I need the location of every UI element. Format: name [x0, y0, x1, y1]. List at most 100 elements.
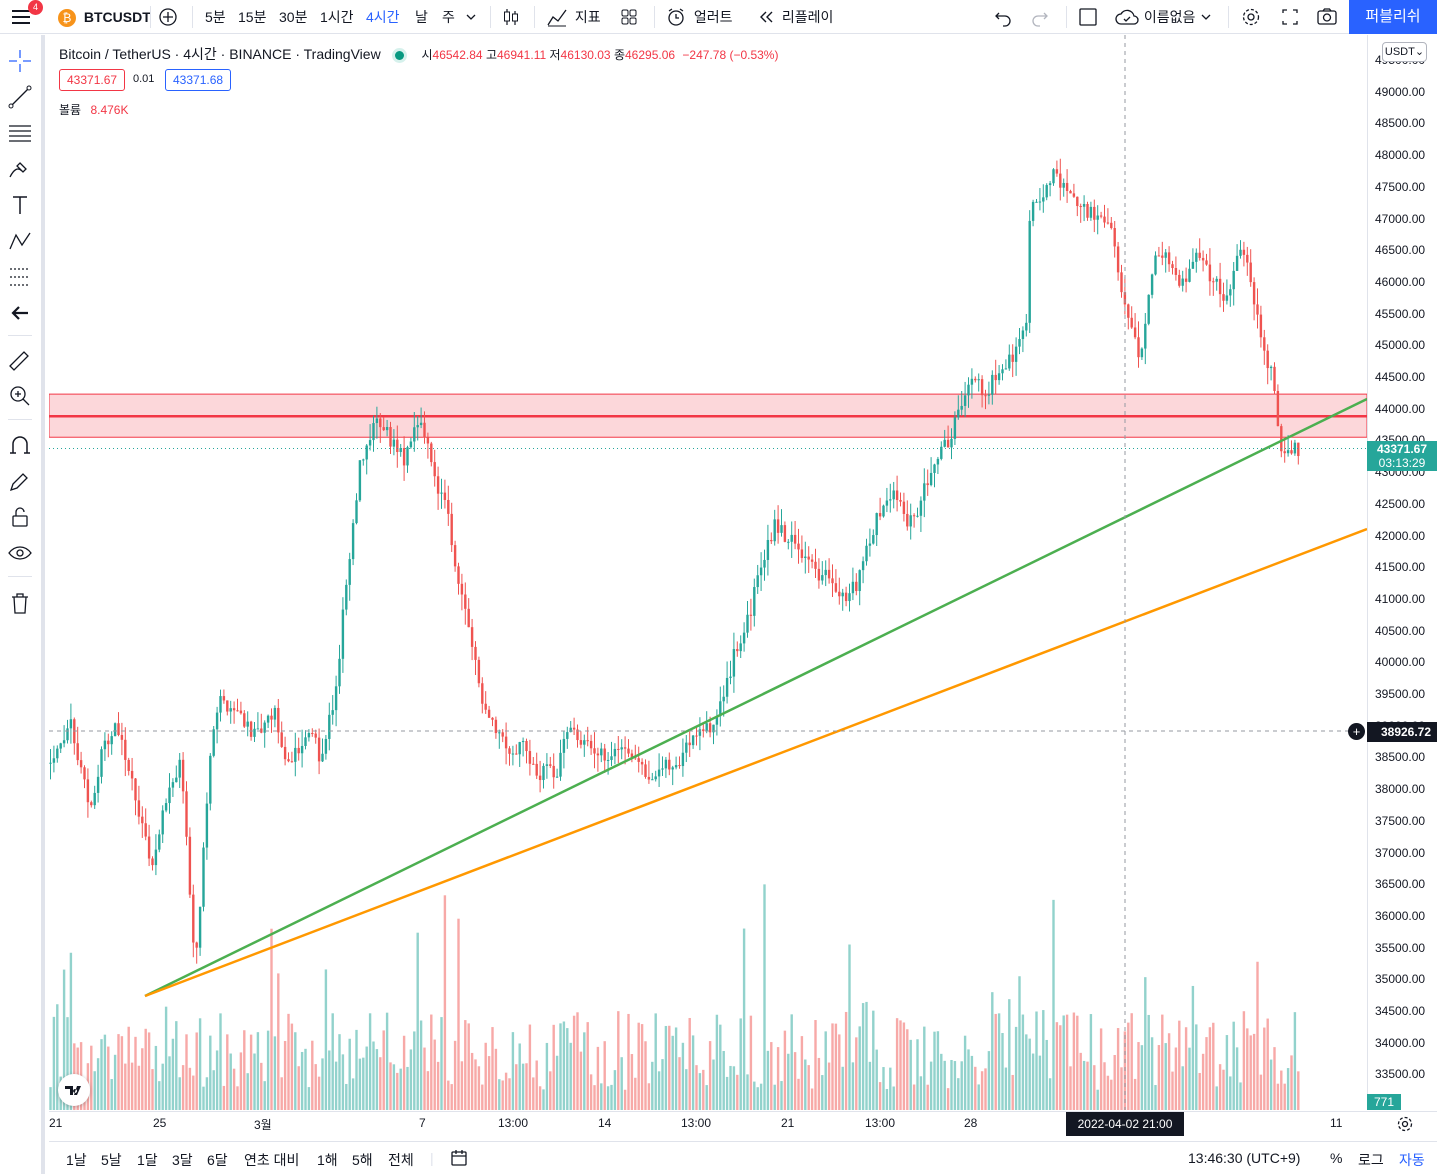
- snapshot-button[interactable]: [1316, 0, 1338, 34]
- interval-15m[interactable]: 15분: [238, 9, 267, 25]
- candle-body: [443, 492, 447, 500]
- settings-button[interactable]: [1240, 0, 1262, 34]
- range-5y[interactable]: 5해: [352, 1152, 373, 1168]
- back-tool[interactable]: [6, 299, 34, 327]
- volume-bar: [226, 1034, 229, 1110]
- price-tick: 47500.00: [1375, 179, 1426, 194]
- candle-body: [545, 764, 549, 766]
- fib-tool[interactable]: [6, 119, 34, 147]
- candle-body: [861, 561, 865, 571]
- candle-body: [776, 519, 780, 533]
- sell-button[interactable]: 43371.67: [59, 69, 126, 91]
- volume-bar: [1266, 1018, 1269, 1110]
- log-toggle[interactable]: 로그: [1358, 1152, 1384, 1168]
- range-1m[interactable]: 1달: [137, 1152, 158, 1168]
- candle-body: [997, 373, 1001, 381]
- alert-button[interactable]: 얼러트: [665, 0, 733, 34]
- volume-bar: [1171, 1071, 1174, 1110]
- range-3m[interactable]: 3달: [172, 1152, 193, 1168]
- candle-body: [695, 735, 698, 737]
- time-axis[interactable]: [49, 1111, 1437, 1137]
- auto-toggle[interactable]: 자동: [1399, 1152, 1425, 1168]
- interval-1h[interactable]: 1시간: [320, 9, 354, 25]
- chart-legend: Bitcoin / TetherUS · 4시간 · BINANCE · Tra…: [59, 46, 779, 62]
- redo-button[interactable]: [1030, 0, 1050, 34]
- candle-body: [409, 441, 413, 448]
- interval-1w[interactable]: 주: [442, 9, 455, 25]
- range-6m[interactable]: 6달: [207, 1152, 228, 1168]
- candle-body: [668, 759, 671, 770]
- candle-body: [263, 722, 266, 733]
- last-price-label: 43371.67 03:13:29: [1367, 441, 1437, 471]
- volume-bar: [759, 1083, 763, 1110]
- measure-tool[interactable]: [6, 346, 34, 374]
- volume-bar: [358, 1058, 362, 1110]
- zoom-tool[interactable]: [6, 382, 34, 410]
- candle-body: [1157, 255, 1161, 257]
- interval-1d[interactable]: 날: [415, 9, 428, 25]
- brush-tool[interactable]: [6, 155, 34, 183]
- volume-bar: [52, 1016, 56, 1110]
- range-1d[interactable]: 1날: [66, 1152, 87, 1168]
- fullscreen-button[interactable]: [1280, 0, 1300, 34]
- axis-settings-button[interactable]: [1395, 1114, 1415, 1139]
- candle-body: [715, 716, 719, 725]
- symbol-search-button[interactable]: ₿ BTCUSDT: [58, 0, 151, 34]
- candle-body: [300, 745, 304, 754]
- range-1y[interactable]: 1해: [317, 1152, 338, 1168]
- menu-button[interactable]: [10, 0, 32, 34]
- candle-body: [967, 384, 970, 396]
- trend-line-tool[interactable]: [6, 83, 34, 111]
- volume-bar: [62, 969, 66, 1110]
- volume-bar: [107, 1046, 110, 1110]
- goto-date-button[interactable]: [449, 1148, 469, 1171]
- candle-body: [980, 379, 984, 396]
- range-ytd[interactable]: 연초 대비: [244, 1152, 300, 1168]
- lock-drawings-tool[interactable]: [6, 503, 34, 531]
- add-alert-plus-button[interactable]: +: [1348, 723, 1365, 740]
- candle-body: [773, 519, 776, 542]
- price-axis[interactable]: [1367, 35, 1437, 1110]
- tradingview-logo[interactable]: [58, 1074, 90, 1106]
- magnet-tool[interactable]: [6, 431, 34, 459]
- volume-bar: [134, 1036, 137, 1110]
- text-tool[interactable]: [6, 191, 34, 219]
- price-tick: 35500.00: [1375, 940, 1426, 955]
- clock-timezone[interactable]: 13:46:30 (UTC+9): [1188, 1150, 1301, 1166]
- replay-button[interactable]: 리플레이: [756, 0, 833, 34]
- compare-symbol-button[interactable]: [158, 0, 178, 34]
- currency-select[interactable]: USDT⌄: [1382, 42, 1427, 62]
- pattern-tool[interactable]: [6, 227, 34, 255]
- remove-drawings-tool[interactable]: [6, 589, 34, 617]
- range-all[interactable]: 전체: [388, 1152, 414, 1168]
- range-5d[interactable]: 5날: [101, 1152, 122, 1168]
- stay-in-drawing-tool[interactable]: [6, 467, 34, 495]
- volume-bar: [1167, 1033, 1171, 1110]
- crosshair-tool[interactable]: [6, 47, 34, 75]
- layout-select-button[interactable]: [1078, 0, 1098, 34]
- volume-bar: [1229, 1076, 1232, 1110]
- chart-canvas[interactable]: [49, 35, 1367, 1110]
- volume-bar: [708, 1041, 712, 1110]
- interval-dropdown[interactable]: [464, 0, 478, 34]
- indicators-button[interactable]: 지표: [546, 0, 601, 34]
- price-tick: 46000.00: [1375, 274, 1426, 289]
- candle-body: [120, 734, 124, 740]
- volume-bar: [406, 1066, 409, 1110]
- buy-button[interactable]: 43371.68: [165, 69, 232, 91]
- layout-name-button[interactable]: 이름없음: [1114, 0, 1213, 34]
- candle-body: [351, 523, 355, 560]
- undo-button[interactable]: [993, 0, 1013, 34]
- interval-4h[interactable]: 4시간: [366, 9, 400, 25]
- publish-button[interactable]: 퍼블리쉬: [1349, 0, 1437, 34]
- interval-30m[interactable]: 30분: [279, 9, 308, 25]
- candle-body: [892, 490, 895, 500]
- interval-5m[interactable]: 5분: [205, 9, 226, 25]
- templates-button[interactable]: [619, 0, 639, 34]
- price-chart[interactable]: [49, 35, 1367, 1110]
- chart-type-button[interactable]: [500, 0, 522, 34]
- percent-toggle[interactable]: %: [1330, 1150, 1343, 1166]
- prediction-tool[interactable]: [6, 263, 34, 291]
- volume-bar: [1150, 1037, 1154, 1110]
- hide-drawings-tool[interactable]: [6, 539, 34, 567]
